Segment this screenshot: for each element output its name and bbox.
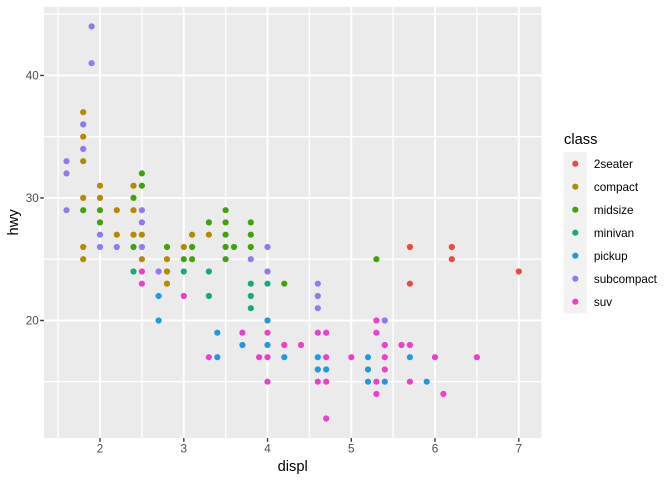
- svg-text:compact: compact: [594, 181, 639, 194]
- svg-text:3: 3: [181, 443, 188, 456]
- svg-text:midsize: midsize: [594, 204, 634, 217]
- svg-text:pickup: pickup: [594, 250, 628, 263]
- svg-text:suv: suv: [594, 296, 612, 309]
- svg-text:subcompact: subcompact: [594, 273, 658, 286]
- svg-text:5: 5: [348, 443, 355, 456]
- svg-text:6: 6: [432, 443, 439, 456]
- svg-text:2seater: 2seater: [594, 158, 633, 171]
- svg-text:40: 40: [26, 70, 40, 83]
- svg-text:30: 30: [26, 192, 40, 205]
- svg-text:minivan: minivan: [594, 227, 634, 240]
- svg-text:displ: displ: [278, 459, 308, 475]
- svg-text:class: class: [564, 132, 597, 148]
- svg-text:2: 2: [97, 443, 104, 456]
- svg-text:20: 20: [26, 315, 40, 328]
- svg-text:7: 7: [516, 443, 523, 456]
- svg-text:hwy: hwy: [6, 209, 22, 236]
- svg-text:4: 4: [264, 443, 271, 456]
